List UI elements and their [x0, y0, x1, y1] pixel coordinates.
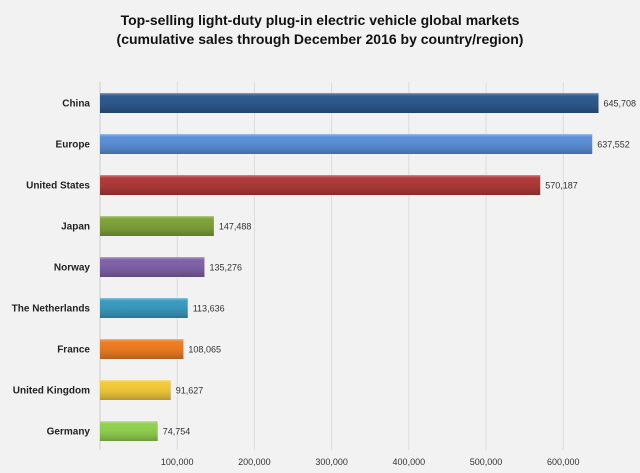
- data-label: 135,276: [209, 263, 242, 273]
- category-label: France: [57, 345, 90, 356]
- bar-shading: [100, 339, 184, 359]
- chart-subtitle: (cumulative sales through December 2016 …: [116, 31, 524, 47]
- category-label: United States: [26, 181, 90, 192]
- x-tick-label: 100,000: [161, 457, 194, 467]
- data-label: 645,708: [604, 99, 637, 109]
- category-label: Norway: [54, 263, 91, 274]
- chart-title: Top-selling light-duty plug-in electric …: [120, 12, 520, 28]
- bar-shading: [100, 298, 188, 318]
- bar-shading: [100, 93, 599, 113]
- bar-shading: [100, 134, 593, 154]
- category-label: China: [62, 99, 90, 110]
- x-tick-label: 200,000: [238, 457, 271, 467]
- data-label: 570,187: [545, 181, 578, 191]
- data-label: 147,488: [219, 222, 252, 232]
- data-label: 74,754: [163, 427, 191, 437]
- category-label: The Netherlands: [12, 304, 91, 315]
- category-label: Europe: [56, 140, 91, 151]
- bar-shading: [100, 257, 205, 277]
- x-tick-label: 300,000: [315, 457, 348, 467]
- category-label: United Kingdom: [13, 386, 90, 397]
- x-tick-label: 500,000: [470, 457, 503, 467]
- bar-shading: [100, 380, 171, 400]
- data-label: 637,552: [597, 140, 630, 150]
- data-label: 91,627: [176, 386, 204, 396]
- x-tick-label: 400,000: [393, 457, 426, 467]
- x-tick-label: 600,000: [547, 457, 580, 467]
- category-label: Germany: [47, 427, 91, 438]
- bar-shading: [100, 216, 214, 236]
- bar-shading: [100, 175, 541, 195]
- data-label: 108,065: [188, 345, 221, 355]
- data-label: 113,636: [193, 304, 225, 314]
- bar-shading: [100, 421, 158, 441]
- category-label: Japan: [61, 222, 90, 233]
